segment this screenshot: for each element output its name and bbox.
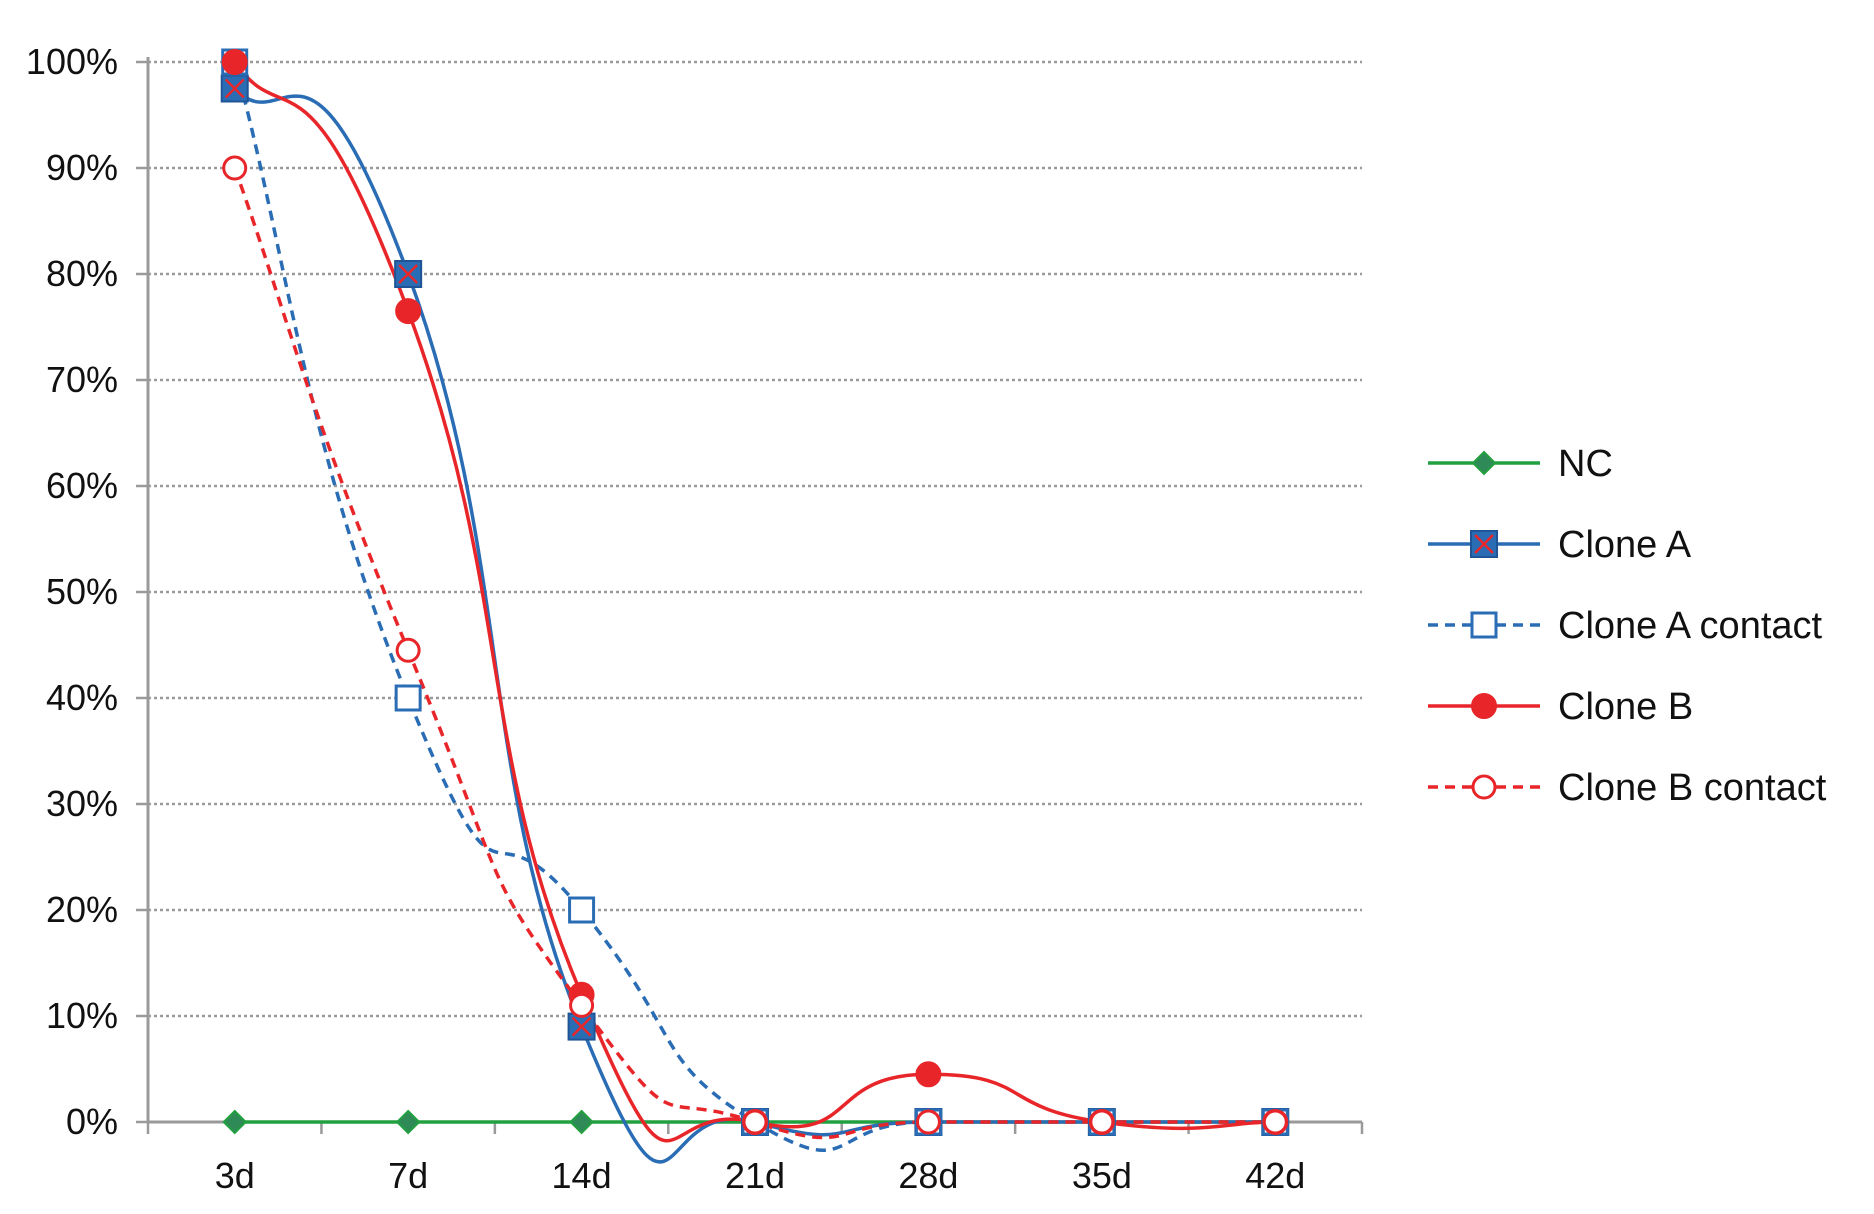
legend-label: NC — [1558, 443, 1613, 485]
legend-item-nc: NC — [1428, 443, 1613, 485]
legend-item-clone-b: Clone B — [1428, 686, 1693, 728]
x-tick-label: 42d — [1245, 1155, 1305, 1196]
legend-item-clone-a: Clone A — [1428, 524, 1692, 566]
x-tick-label: 14d — [552, 1155, 612, 1196]
series-markers — [220, 48, 1290, 1136]
x-tick-label: 28d — [898, 1155, 958, 1196]
x-tick-label: 35d — [1072, 1155, 1132, 1196]
marker-nc-3d — [222, 1109, 248, 1135]
axes — [136, 57, 1364, 1134]
marker-clone-a-7d — [394, 260, 423, 288]
y-tick-label: 80% — [46, 253, 118, 294]
marker-clone-b-7d — [395, 298, 422, 325]
y-tick-label: 30% — [46, 783, 118, 824]
y-tick-label: 100% — [26, 41, 118, 82]
series-line-clone-b-contact — [233, 167, 1276, 1140]
y-axis-tick-labels: 0% 10% 20% 30% 40% 50% 60% 70% 80% 90% 100% — [26, 41, 118, 1142]
x-tick-label: 21d — [725, 1155, 785, 1196]
legend-label: Clone A contact — [1558, 605, 1823, 647]
marker-clone-a-contact-7d — [394, 684, 422, 712]
y-tick-label: 70% — [46, 359, 118, 400]
legend-label: Clone B contact — [1558, 767, 1827, 809]
y-tick-label: 20% — [46, 889, 118, 930]
series-line-clone-a — [233, 87, 1276, 1164]
marker-clone-b-contact-7d — [395, 637, 421, 663]
marker-clone-b-contact-35d — [1089, 1109, 1115, 1135]
legend-item-clone-b-contact: Clone B contact — [1428, 767, 1827, 809]
series-lines — [233, 60, 1276, 1164]
legend-label: Clone A — [1558, 524, 1692, 566]
y-tick-label: 90% — [46, 147, 118, 188]
x-axis-tick-labels: 3d 7d 14d 21d 28d 35d 42d — [215, 1155, 1306, 1196]
marker-clone-a-contact-14d — [568, 896, 596, 924]
marker-clone-a-3d — [220, 74, 249, 103]
marker-clone-b-contact-3d — [222, 155, 248, 181]
marker-legend-clone-b — [1471, 693, 1497, 719]
marker-clone-b-contact-21d — [742, 1109, 768, 1135]
marker-clone-b-contact-42d — [1262, 1109, 1288, 1135]
marker-nc-7d — [395, 1109, 421, 1135]
y-tick-label: 0% — [66, 1101, 118, 1142]
legend-label: Clone B — [1558, 686, 1693, 728]
legend-item-clone-a-contact: Clone A contact — [1428, 605, 1823, 647]
marker-legend-nc — [1471, 450, 1497, 476]
marker-legend-clone-a-contact — [1470, 611, 1498, 639]
marker-clone-b-contact-28d — [915, 1109, 941, 1135]
legend: NC Clone A Clone A contact Clone B Clone B c… — [1428, 443, 1827, 809]
marker-legend-clone-b-contact — [1471, 774, 1497, 800]
marker-nc-14d — [569, 1109, 594, 1135]
series-line-clone-b — [233, 60, 1276, 1143]
marker-clone-b-3d — [221, 49, 248, 75]
x-tick-label: 7d — [388, 1155, 428, 1196]
marker-clone-b-contact-14d — [569, 992, 595, 1018]
y-tick-label: 10% — [46, 995, 118, 1036]
gridlines — [148, 60, 1362, 1018]
x-tick-label: 3d — [215, 1155, 255, 1196]
marker-clone-b-28d — [915, 1061, 942, 1088]
y-tick-label: 50% — [46, 571, 118, 612]
y-tick-label: 60% — [46, 465, 118, 506]
marker-legend-clone-a — [1470, 530, 1498, 558]
y-tick-label: 40% — [46, 677, 118, 718]
